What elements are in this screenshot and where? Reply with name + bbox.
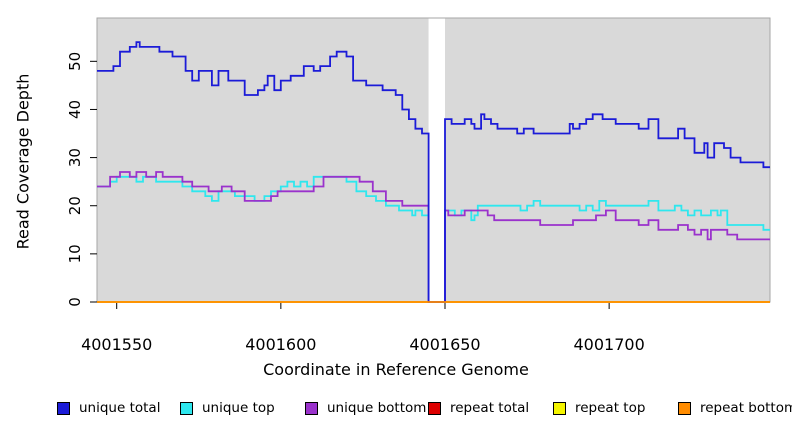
y-tick-label: 0 (66, 297, 84, 307)
axes-layer (90, 60, 610, 309)
x-tick-label: 4001700 (574, 335, 645, 354)
no-data-gap-band (428, 18, 445, 302)
legend-swatch-icon (428, 401, 441, 415)
y-tick-label: 50 (66, 52, 84, 71)
legend-swatch-icon (305, 401, 318, 415)
x-tick-label: 4001550 (81, 335, 152, 354)
tick-label-layer: 4001550 4001600 4001650 4001700 0 10 20 30 40 50 (66, 52, 645, 354)
y-axis-title: Read Coverage Depth (13, 73, 33, 250)
legend-item-unique-top: unique top (180, 399, 275, 417)
legend-item-repeat-bottom: repeat bottom (678, 399, 792, 417)
legend-label: repeat total (450, 400, 530, 416)
legend-label: unique top (202, 400, 275, 416)
legend-label: repeat top (575, 400, 646, 416)
x-tick-label: 4001650 (409, 335, 480, 354)
legend-swatch-icon (57, 401, 70, 415)
y-tick-label: 10 (66, 244, 84, 263)
legend-swatch-icon (180, 401, 193, 415)
legend-label: repeat bottom (700, 400, 792, 416)
series-line-unique-top (97, 175, 770, 303)
legend-item-unique-bottom: unique bottom (305, 399, 426, 417)
x-axis-title: Coordinate in Reference Genome (263, 360, 529, 379)
series-line-unique-total (97, 41, 770, 303)
legend-swatch-icon (678, 401, 691, 415)
y-tick-label: 30 (66, 148, 84, 167)
legend-label: unique total (79, 400, 161, 416)
legend-item-unique-total: unique total (57, 399, 160, 417)
legend-swatch-icon (553, 401, 566, 415)
y-tick-label: 40 (66, 100, 84, 119)
series-layer (97, 41, 770, 303)
legend-label: unique bottom (327, 400, 427, 416)
legend-item-repeat-top: repeat top (553, 399, 645, 417)
legend-item-repeat-total: repeat total (428, 399, 529, 417)
x-tick-label: 4001600 (245, 335, 316, 354)
y-tick-label: 20 (66, 196, 84, 215)
legend: unique total unique top unique bottom repea… (0, 399, 792, 421)
